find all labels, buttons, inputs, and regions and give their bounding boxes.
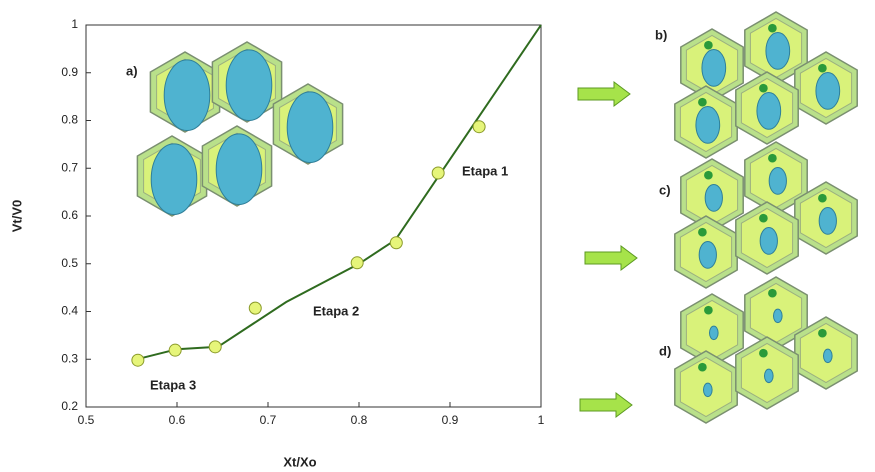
figure: Xt/Xo Vt/V0 0.5 0.6 0.7 0.8 0.9 1 0.2 0.3 0.4 0.5… — [0, 0, 875, 472]
arrow — [580, 393, 632, 417]
particle — [702, 49, 726, 86]
particle — [760, 227, 777, 254]
crystal-dot — [759, 84, 768, 93]
stage-label: Etapa 1 — [462, 163, 508, 178]
x-tick-label: 0.8 — [351, 413, 368, 427]
arrow — [585, 246, 637, 270]
panel-label: a) — [126, 63, 138, 78]
crystal-dot — [768, 289, 777, 298]
particle — [764, 369, 773, 382]
particle — [773, 309, 782, 322]
data-point — [351, 257, 363, 269]
data-point — [432, 167, 444, 179]
particle — [709, 326, 718, 339]
crystal-dot — [759, 214, 768, 223]
y-tick-label: 0.8 — [61, 113, 78, 127]
particle — [287, 92, 333, 163]
data-point — [209, 341, 221, 353]
particle — [766, 32, 790, 69]
particle — [769, 167, 786, 194]
particle — [699, 241, 716, 268]
x-tick-label: 0.9 — [442, 413, 459, 427]
particle — [164, 60, 210, 131]
crystal-dot — [704, 41, 713, 50]
data-point — [249, 302, 261, 314]
x-tick-label: 0.7 — [260, 413, 277, 427]
crystal-dot — [818, 64, 827, 73]
stage-label: Etapa 3 — [150, 377, 196, 392]
y-tick-label: 1 — [71, 17, 78, 31]
crystal-dot — [818, 194, 827, 203]
y-tick-label: 0.2 — [61, 399, 78, 413]
crystal-dot — [759, 349, 768, 358]
particle — [823, 349, 832, 362]
data-point — [390, 237, 402, 249]
crystal-dot — [698, 363, 707, 372]
particle — [696, 106, 720, 143]
crystal-dot — [768, 24, 777, 33]
x-axis-label: Xt/Xo — [283, 454, 316, 469]
crystal-dot — [698, 228, 707, 237]
particle — [151, 144, 197, 215]
data-point — [132, 354, 144, 366]
data-point — [473, 121, 485, 133]
particle — [705, 184, 722, 211]
particle — [819, 207, 836, 234]
particle — [216, 134, 262, 205]
panel-label: d) — [659, 343, 671, 358]
y-tick-label: 0.6 — [61, 208, 78, 222]
particle — [816, 72, 840, 109]
data-point — [169, 344, 181, 356]
crystal-dot — [818, 329, 827, 338]
y-tick-label: 0.3 — [61, 351, 78, 365]
y-tick-label: 0.7 — [61, 160, 78, 174]
stage-label: Etapa 2 — [313, 303, 359, 318]
arrow — [578, 82, 630, 106]
y-tick-label: 0.5 — [61, 256, 78, 270]
particle — [703, 383, 712, 396]
y-tick-label: 0.4 — [61, 304, 78, 318]
x-tick-label: 0.5 — [78, 413, 95, 427]
crystal-dot — [704, 306, 713, 315]
y-axis-label: Vt/V0 — [9, 200, 24, 233]
y-tick-label: 0.9 — [61, 65, 78, 79]
x-tick-label: 0.6 — [169, 413, 186, 427]
particle — [226, 50, 272, 121]
crystal-dot — [698, 98, 707, 107]
panel-label: b) — [655, 27, 667, 42]
crystal-dot — [704, 171, 713, 180]
particle — [757, 92, 781, 129]
crystal-dot — [768, 154, 777, 163]
x-tick-label: 1 — [538, 413, 545, 427]
panel-label: c) — [659, 182, 671, 197]
